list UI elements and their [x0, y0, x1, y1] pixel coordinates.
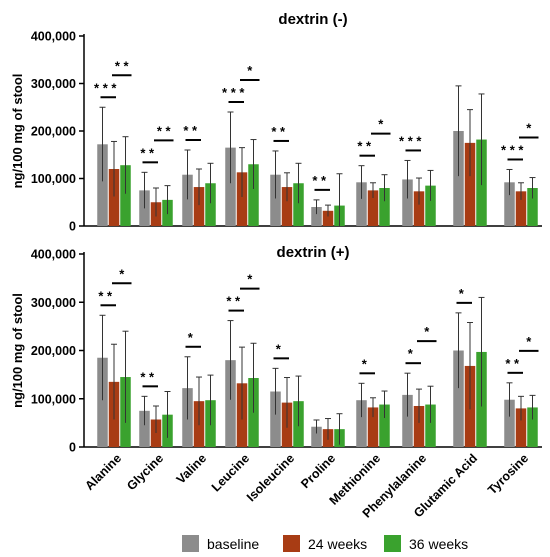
y-tick-label: 100,000: [31, 172, 76, 186]
y-tick-label: 0: [69, 220, 76, 234]
significance-stars: *: [247, 272, 253, 287]
bar-36-weeks: [293, 183, 304, 226]
bar-baseline: [402, 179, 413, 226]
bar-36-weeks: [527, 188, 538, 226]
significance-stars: *: [119, 266, 125, 281]
bar-24-weeks: [150, 419, 162, 447]
significance-stars: *: [362, 356, 368, 371]
bar-baseline: [453, 131, 464, 226]
significance-stars: * *: [312, 173, 327, 188]
bar-24-weeks: [464, 142, 476, 226]
panel-title: dextrin (+): [277, 244, 350, 261]
significance-stars: *: [408, 346, 414, 361]
significance-stars: * * *: [94, 80, 117, 95]
bar-36-weeks: [425, 404, 436, 447]
significance-stars: * *: [115, 58, 130, 73]
bar-baseline: [225, 360, 236, 447]
y-tick-label: 100,000: [31, 392, 76, 406]
x-category-label: Glycine: [124, 451, 166, 493]
bar-baseline: [270, 391, 281, 447]
bar-baseline: [311, 207, 322, 226]
bar-baseline: [504, 182, 515, 226]
bar-24-weeks: [236, 172, 248, 226]
significance-stars: *: [526, 334, 532, 349]
x-category-label: Leucine: [209, 451, 252, 494]
x-category-label: Valine: [174, 451, 209, 486]
y-axis-label: ng/100 mg of stool: [10, 74, 25, 189]
significance-stars: *: [247, 63, 253, 78]
bar-24-weeks: [367, 190, 379, 226]
y-axis-label: ng/100 mg of stool: [10, 293, 25, 408]
bar-24-weeks: [281, 187, 293, 226]
significance-stars: * *: [140, 145, 155, 160]
bar-baseline: [225, 147, 236, 226]
y-tick-label: 400,000: [31, 248, 76, 262]
significance-stars: * *: [226, 294, 241, 309]
significance-stars: * * *: [399, 133, 422, 148]
significance-stars: *: [459, 286, 465, 301]
significance-stars: *: [276, 341, 282, 356]
legend-swatch-24-weeks: [283, 535, 300, 552]
legend-label: 36 weeks: [409, 536, 468, 552]
legend-label: 24 weeks: [308, 536, 367, 552]
significance-stars: * *: [157, 123, 172, 138]
y-tick-label: 200,000: [31, 125, 76, 139]
y-tick-label: 300,000: [31, 77, 76, 91]
y-tick-label: 400,000: [31, 30, 76, 44]
significance-stars: * * *: [222, 85, 245, 100]
bar-baseline: [504, 399, 515, 447]
bar-baseline: [311, 426, 322, 447]
bar-baseline: [182, 174, 193, 226]
panel-title: dextrin (-): [278, 11, 347, 28]
significance-stars: *: [188, 330, 194, 345]
significance-stars: * * *: [501, 142, 524, 157]
x-category-label: Isoleucine: [244, 451, 297, 504]
y-tick-label: 300,000: [31, 296, 76, 310]
bar-baseline: [356, 400, 367, 447]
bar-baseline: [97, 144, 108, 226]
significance-stars: *: [526, 120, 532, 135]
legend-swatch-36-weeks: [384, 535, 401, 552]
bar-36-weeks: [120, 165, 131, 226]
x-category-label: Alanine: [82, 451, 124, 493]
significance-stars: *: [378, 117, 384, 132]
significance-stars: * *: [140, 369, 155, 384]
bar-24-weeks: [515, 191, 527, 226]
bar-36-weeks: [527, 407, 538, 447]
bar-24-weeks: [193, 187, 205, 226]
bar-baseline: [139, 410, 150, 447]
significance-stars: * *: [271, 124, 286, 139]
bar-24-weeks: [108, 169, 120, 226]
bar-36-weeks: [425, 185, 436, 226]
bar-24-weeks: [515, 408, 527, 447]
bar-baseline: [97, 357, 108, 447]
bar-36-weeks: [379, 404, 390, 447]
significance-stars: * *: [98, 288, 113, 303]
y-tick-label: 0: [69, 441, 76, 455]
significance-stars: *: [424, 324, 430, 339]
significance-stars: * *: [183, 123, 198, 138]
bar-baseline: [402, 394, 413, 447]
significance-stars: * *: [357, 139, 372, 154]
bar-36-weeks: [379, 188, 390, 226]
bar-24-weeks: [322, 210, 334, 226]
bar-baseline: [270, 174, 281, 226]
bar-baseline: [453, 350, 464, 447]
bar-24-weeks: [413, 405, 425, 447]
x-category-label: Tyrosine: [485, 451, 531, 497]
bar-36-weeks: [205, 183, 216, 226]
significance-stars: * *: [505, 356, 520, 371]
bar-36-weeks: [248, 164, 259, 226]
bar-24-weeks: [413, 191, 425, 226]
y-tick-label: 200,000: [31, 344, 76, 358]
x-category-label: Proline: [298, 451, 338, 491]
legend-swatch-baseline: [182, 535, 199, 552]
bar-baseline: [356, 182, 367, 226]
bar-24-weeks: [367, 407, 379, 447]
legend-label: baseline: [207, 536, 259, 552]
